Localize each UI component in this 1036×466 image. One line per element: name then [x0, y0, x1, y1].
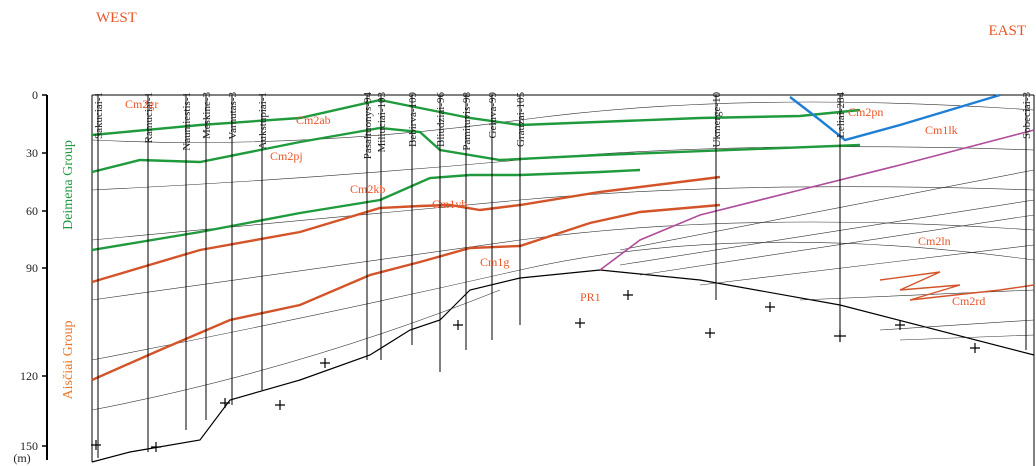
depth-tick-label: 90	[26, 261, 38, 275]
depth-tick-label: 0	[32, 88, 38, 102]
west-label: WEST	[96, 10, 137, 26]
formation-label: Cm2ab	[296, 113, 331, 127]
section-frame	[92, 95, 1034, 466]
cross-section: Sakuciai-1Ramuciai-1Naumiestis-1Meskine-…	[0, 0, 1036, 466]
well-name: Varnutas-3	[227, 92, 239, 140]
formation-label: Cm2pn	[848, 105, 883, 119]
formation-label: Cm2rd	[952, 294, 985, 308]
depth-unit: (m)	[13, 451, 30, 465]
formation-label: Cm2pj	[270, 149, 303, 163]
group-label: Aisčiai Group	[61, 321, 76, 400]
formation-label: Cm1lk	[925, 123, 958, 137]
formation-label: Cm2ln	[918, 234, 951, 248]
well-name: Bebirva-109	[407, 92, 419, 147]
formation-label: Cm2kb	[350, 182, 385, 196]
formation-label: Cm1vb	[432, 197, 467, 211]
formation-label: Cm2gr	[125, 97, 158, 111]
well-name: Sakuciai-1	[93, 92, 105, 139]
strata-hatching	[92, 102, 1034, 410]
well-name: Geluva-99	[487, 92, 499, 139]
formation-label: Cm1g	[480, 255, 509, 269]
group-label: Deimena Group	[61, 140, 76, 230]
depth-tick-label: 120	[20, 369, 38, 383]
well-name: Bliudziai-96	[435, 92, 447, 147]
well-name: Pasaltuonys-94	[362, 92, 374, 160]
well-name: Pamituvis-98	[461, 92, 473, 151]
east-label: EAST	[989, 23, 1027, 39]
well-name: Miliuciai-103	[376, 92, 388, 153]
well-name: Ukmerge-10	[711, 92, 723, 148]
depth-tick-label: 60	[26, 204, 38, 218]
basement-crosses	[91, 290, 980, 452]
well-name: Aukstupiai-1	[257, 92, 269, 149]
well-name: Naumiestis-1	[181, 92, 193, 151]
well-name: Sobeciai-3	[1021, 92, 1033, 140]
well-name: Leliai-284	[835, 92, 847, 138]
formation-label: PR1	[580, 290, 601, 304]
depth-tick-label: 30	[26, 146, 38, 160]
well-name: Grauzai-105	[515, 92, 527, 147]
well-name: Meskine-3	[201, 92, 213, 140]
